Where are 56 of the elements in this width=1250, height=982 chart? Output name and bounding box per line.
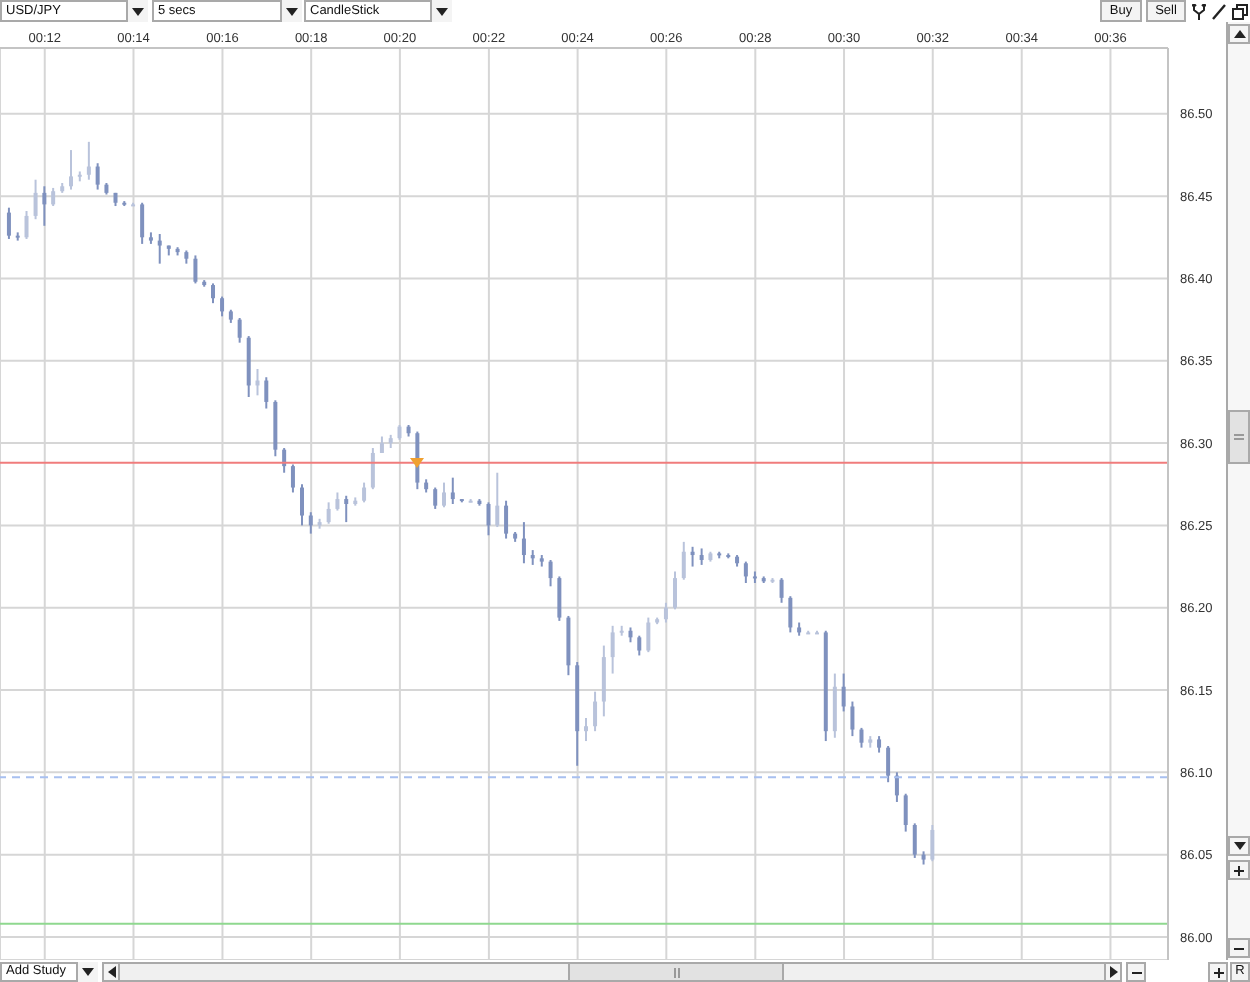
candlestick: [290, 463, 295, 494]
candlestick: [220, 295, 225, 318]
candlestick: [593, 690, 598, 733]
candlestick: [264, 376, 269, 410]
candlestick: [442, 481, 446, 509]
candlestick: [24, 209, 29, 240]
candlestick: [69, 149, 74, 191]
candlestick: [193, 254, 198, 285]
candlestick: [308, 511, 313, 535]
candlestick: [610, 624, 615, 675]
candlestick: [246, 335, 251, 398]
candlestick: [486, 501, 491, 537]
candlestick: [450, 476, 455, 505]
candlestick: [6, 206, 11, 240]
candlestick: [86, 140, 91, 181]
candlestick: [33, 178, 38, 221]
candlestick: [521, 521, 526, 565]
candlestick: [930, 824, 935, 863]
candlestick: [566, 614, 571, 677]
candlestick: [344, 494, 349, 524]
candlestick: [850, 700, 855, 738]
candlestick: [672, 570, 677, 611]
candlestick: [51, 186, 56, 208]
candlestick: [743, 560, 748, 585]
candlestick: [912, 822, 917, 859]
candlestick: [779, 577, 784, 604]
candlestick: [788, 595, 793, 634]
candlestick: [504, 499, 509, 540]
candlestick: [557, 575, 562, 622]
candlestick: [326, 501, 331, 525]
candlestick: [335, 491, 340, 512]
candlestick: [663, 601, 668, 624]
candlestick: [433, 486, 438, 510]
candlestick: [903, 792, 908, 833]
candlestick: [832, 672, 837, 739]
candlestick: [370, 447, 375, 491]
candlestick: [646, 616, 651, 654]
candlestick: [95, 162, 100, 191]
candlestick: [299, 483, 304, 527]
candlestick: [584, 717, 588, 743]
candlestick: [273, 399, 278, 458]
candlestick: [681, 540, 686, 581]
candlestick: [637, 634, 642, 657]
candlestick: [548, 558, 553, 588]
candlestick: [157, 233, 162, 265]
candlestick: [886, 744, 891, 784]
candlestick: [140, 201, 145, 245]
candlestick: [601, 644, 606, 718]
candlestick: [362, 481, 367, 504]
candlestick: [42, 185, 47, 227]
candlestick: [859, 726, 864, 749]
candlestick: [211, 282, 216, 305]
candlestick: [841, 672, 846, 713]
candlestick: [690, 545, 695, 568]
candlestick: [237, 316, 242, 344]
candlestick: [495, 471, 500, 529]
